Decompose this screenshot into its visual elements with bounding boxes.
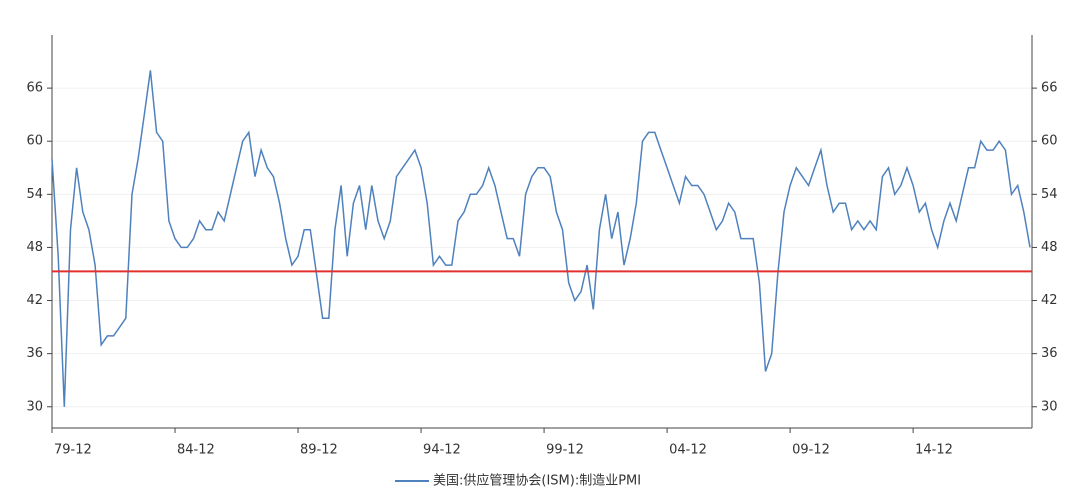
y-tick-label: 60 — [26, 134, 43, 149]
x-tick-label: 79-12 — [54, 443, 92, 458]
y-tick-label: 66 — [26, 81, 43, 96]
y2-tick-label: 66 — [1041, 81, 1058, 96]
x-tick-label: 04-12 — [669, 443, 707, 458]
y-tick-label: 42 — [26, 293, 43, 308]
y-tick-label: 48 — [26, 240, 43, 255]
y2-tick-label: 42 — [1041, 293, 1058, 308]
series-line — [51, 70, 1031, 407]
y2-tick-label: 36 — [1041, 346, 1058, 361]
x-tick-label: 09-12 — [792, 443, 830, 458]
x-tick-label: 94-12 — [423, 443, 461, 458]
x-tick-label: 99-12 — [546, 443, 584, 458]
y2-tick-label: 54 — [1041, 187, 1058, 202]
y2-tick-label: 48 — [1041, 240, 1058, 255]
y-tick-label: 30 — [26, 399, 43, 414]
x-tick-label: 14-12 — [915, 443, 953, 458]
y2-tick-label: 60 — [1041, 134, 1058, 149]
legend-label: 美国:供应管理协会(ISM):制造业PMI — [433, 473, 641, 489]
x-tick-label: 84-12 — [177, 443, 215, 458]
y-tick-label: 36 — [26, 346, 43, 361]
x-tick-label: 89-12 — [300, 443, 338, 458]
y2-tick-label: 30 — [1041, 399, 1058, 414]
y-tick-label: 54 — [26, 187, 43, 202]
